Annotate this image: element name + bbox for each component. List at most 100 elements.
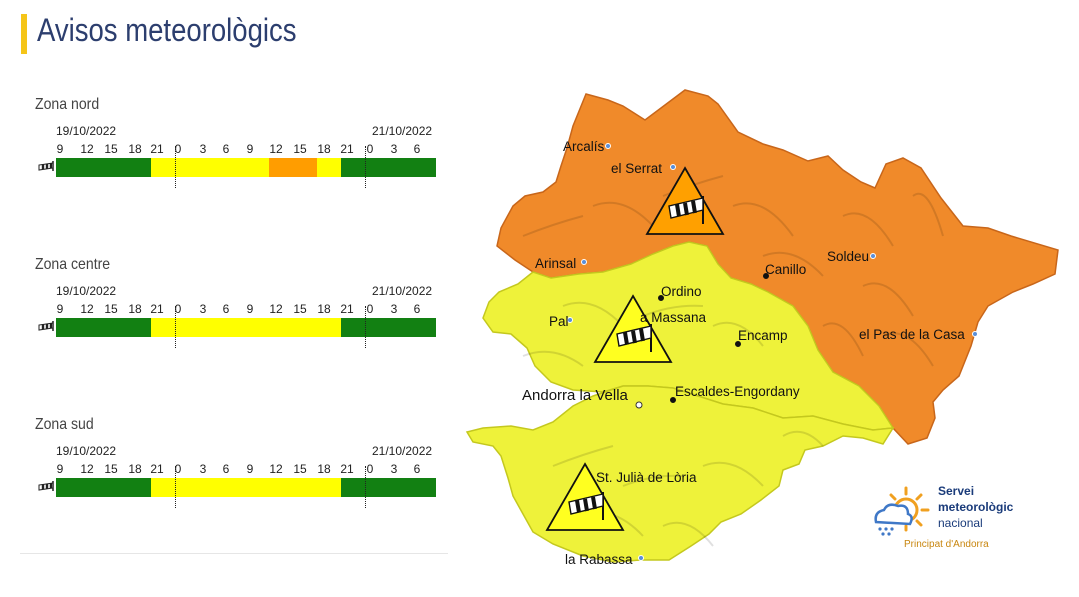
hour-label: 3 <box>199 142 207 156</box>
alert-segment-yellow[interactable] <box>151 158 175 177</box>
place-marker[interactable] <box>658 295 664 301</box>
alert-segment-yellow[interactable] <box>245 158 269 177</box>
alert-segment-green[interactable] <box>412 158 436 177</box>
alert-segment-green[interactable] <box>56 318 80 337</box>
logo-text-3: nacional <box>938 516 983 530</box>
alert-segment-yellow[interactable] <box>293 478 317 497</box>
alert-segment-yellow[interactable] <box>245 318 269 337</box>
alert-segment-green[interactable] <box>104 478 128 497</box>
alert-segment-yellow[interactable] <box>317 318 341 337</box>
alert-segment-yellow[interactable] <box>175 478 198 497</box>
start-date: 19/10/2022 <box>56 284 117 298</box>
warning-triangle-wind-icon[interactable] <box>645 166 725 235</box>
place-marker[interactable] <box>605 143 611 149</box>
alert-segment-yellow[interactable] <box>269 478 293 497</box>
hour-label: 15 <box>104 142 118 156</box>
alert-segment-yellow[interactable] <box>317 478 341 497</box>
day-separator <box>175 466 176 508</box>
hour-label: 0 <box>174 462 182 476</box>
alert-segment-green[interactable] <box>104 318 128 337</box>
day-separator <box>365 466 366 508</box>
warning-triangles <box>545 166 725 531</box>
relief-line <box>912 192 944 237</box>
alert-segment-green[interactable] <box>128 318 151 337</box>
page-title: Avisos meteorològics <box>37 12 297 48</box>
hour-label: 9 <box>56 302 64 316</box>
alert-segment-green[interactable] <box>80 158 104 177</box>
alert-segment-yellow[interactable] <box>198 478 222 497</box>
alert-segment-yellow[interactable] <box>222 158 245 177</box>
hour-label: 6 <box>222 302 230 316</box>
alert-segment-yellow[interactable] <box>222 478 245 497</box>
hour-label: 3 <box>199 302 207 316</box>
place-marker[interactable] <box>567 317 573 323</box>
warning-triangle-wind-icon[interactable] <box>593 294 673 363</box>
hour-label: 0 <box>174 302 182 316</box>
hour-label: 15 <box>104 302 118 316</box>
alert-segment-yellow[interactable] <box>175 158 198 177</box>
day-separator <box>365 306 366 348</box>
place-marker[interactable] <box>763 273 769 279</box>
alert-segment-green[interactable] <box>365 478 388 497</box>
alert-segment-green[interactable] <box>341 158 365 177</box>
day-separator <box>175 306 176 348</box>
alert-segment-green[interactable] <box>56 158 80 177</box>
alert-segment-green[interactable] <box>80 478 104 497</box>
alert-segment-yellow[interactable] <box>245 478 269 497</box>
place-marker[interactable] <box>638 555 644 561</box>
alert-segment-yellow[interactable] <box>293 318 317 337</box>
hour-label: 15 <box>293 302 307 316</box>
alert-segment-green[interactable] <box>388 318 412 337</box>
alert-segment-orange[interactable] <box>269 158 293 177</box>
alert-segment-green[interactable] <box>365 318 388 337</box>
relief-line <box>712 321 764 347</box>
alert-segment-green[interactable] <box>128 158 151 177</box>
hour-label: 12 <box>80 302 94 316</box>
relief-line <box>522 215 584 237</box>
alert-segment-yellow[interactable] <box>151 478 175 497</box>
smn-logo: Servei meteorològic nacional Principat d… <box>868 478 1036 556</box>
hour-label: 3 <box>390 462 398 476</box>
alert-segment-green[interactable] <box>104 158 128 177</box>
place-label-el-serrat: el Serrat <box>611 161 662 176</box>
alert-segment-yellow[interactable] <box>269 318 293 337</box>
place-label-la-massana: a Massana <box>640 310 707 325</box>
alert-segment-yellow[interactable] <box>198 158 222 177</box>
hour-label: 18 <box>317 302 331 316</box>
relief-line <box>642 304 704 317</box>
place-marker[interactable] <box>735 341 741 347</box>
hour-label: 15 <box>104 462 118 476</box>
alert-segment-green[interactable] <box>412 478 436 497</box>
alert-segment-yellow[interactable] <box>222 318 245 337</box>
alert-segment-yellow[interactable] <box>317 158 341 177</box>
alert-segment-yellow[interactable] <box>198 318 222 337</box>
alert-segment-orange[interactable] <box>293 158 317 177</box>
alert-segment-green[interactable] <box>128 478 151 497</box>
alert-segment-yellow[interactable] <box>151 318 175 337</box>
alert-segment-green[interactable] <box>80 318 104 337</box>
place-label-st-julia: St. Julià de Lòria <box>596 470 697 485</box>
hour-label: 18 <box>128 462 142 476</box>
place-marker[interactable] <box>581 259 587 265</box>
alert-segment-green[interactable] <box>341 318 365 337</box>
alert-segment-green[interactable] <box>365 158 388 177</box>
place-marker[interactable] <box>635 401 643 409</box>
relief-line <box>522 350 584 367</box>
alert-segment-green[interactable] <box>56 478 80 497</box>
warning-triangle-wind-icon[interactable] <box>545 462 625 531</box>
place-marker[interactable] <box>670 397 676 403</box>
place-label-ordino: Ordino <box>661 284 702 299</box>
zone-timeline: Zona sud 19/10/2022 21/10/2022 9 12 15 18 21 0 3 6… <box>0 416 450 516</box>
hour-label: 9 <box>56 142 64 156</box>
place-marker[interactable] <box>670 164 676 170</box>
alert-segment-green[interactable] <box>412 318 436 337</box>
alert-segment-green[interactable] <box>388 478 412 497</box>
alert-segment-green[interactable] <box>341 478 365 497</box>
relief-line <box>822 322 864 357</box>
place-marker[interactable] <box>870 253 876 259</box>
place-marker[interactable] <box>972 331 978 337</box>
place-label-canillo: Canillo <box>765 262 806 277</box>
hour-label: 21 <box>340 142 354 156</box>
alert-segment-green[interactable] <box>388 158 412 177</box>
alert-segment-yellow[interactable] <box>175 318 198 337</box>
